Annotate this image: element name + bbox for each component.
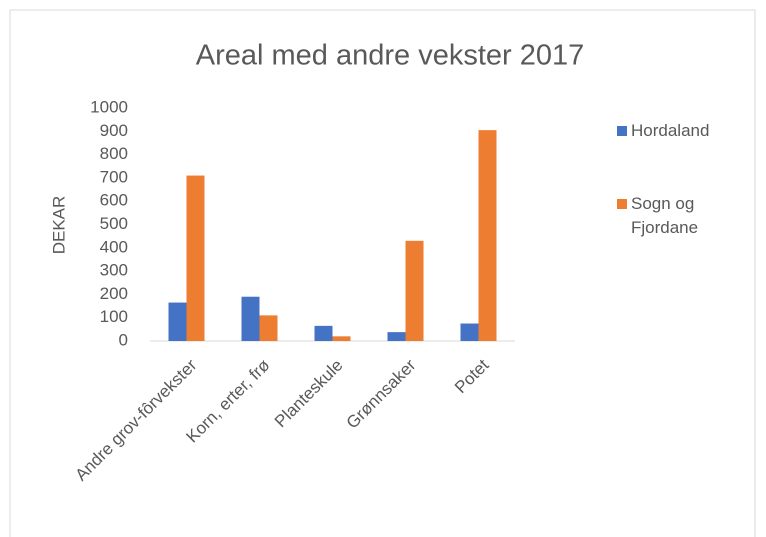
y-tick-label: 600: [100, 191, 128, 210]
bar: [259, 315, 278, 341]
y-tick-label: 500: [100, 214, 128, 233]
legend-swatch: [617, 199, 627, 209]
y-tick-label: 1000: [90, 97, 128, 116]
bar: [387, 332, 406, 341]
bar: [460, 323, 479, 341]
y-tick-label: 0: [119, 330, 128, 349]
bar: [168, 302, 187, 341]
y-tick-label: 400: [100, 237, 128, 256]
bar: [405, 240, 424, 341]
y-tick-label: 300: [100, 261, 128, 280]
legend-swatch: [617, 126, 627, 136]
legend-item: Hordaland: [631, 121, 710, 140]
chart-frame: [9, 9, 756, 537]
x-tick-label: Grønnsaker: [343, 355, 420, 432]
y-tick-label: 100: [100, 307, 128, 326]
x-tick-label: Potet: [451, 355, 493, 397]
legend-item: Sogn og Fjordane: [631, 194, 699, 237]
y-axis-label: DEKAR: [49, 196, 68, 255]
bar: [186, 175, 205, 341]
bar: [478, 130, 497, 341]
legend-label: Hordaland: [631, 121, 710, 140]
y-tick-label: 200: [100, 284, 128, 303]
legend-label: Sogn og Fjordane: [631, 194, 699, 237]
bar: [314, 325, 333, 341]
y-tick-label: 800: [100, 144, 128, 163]
bar: [241, 296, 260, 341]
chart-title: Areal med andre vekster 2017: [196, 40, 585, 72]
x-tick-label: Planteskule: [271, 356, 347, 432]
y-tick-label: 900: [100, 121, 128, 140]
x-tick-label: Andre grov-fôrvekster: [71, 355, 200, 484]
bar: [332, 336, 351, 341]
y-tick-label: 700: [100, 167, 128, 186]
